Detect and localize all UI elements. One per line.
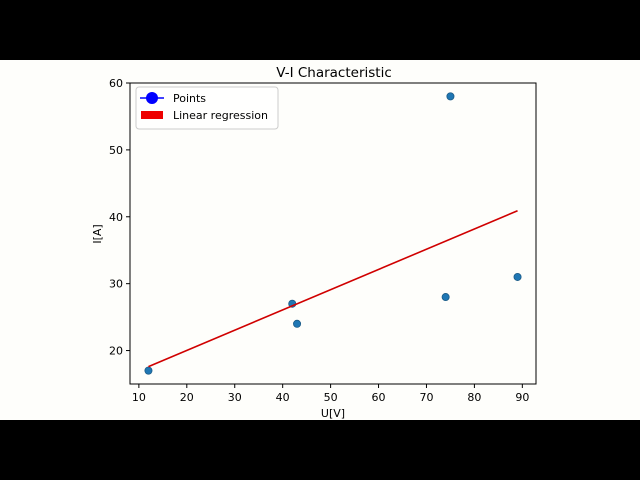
regression-line [148, 210, 518, 368]
y-tick-label: 40 [109, 211, 123, 224]
x-tick-label: 70 [419, 391, 433, 404]
y-tick-label: 50 [109, 144, 123, 157]
x-tick-label: 90 [515, 391, 529, 404]
data-point [513, 272, 522, 281]
data-point [446, 92, 455, 101]
y-tick-label: 60 [109, 77, 123, 90]
plot-area [129, 82, 537, 385]
letterbox-bottom [0, 420, 640, 480]
x-tick-label: 80 [467, 391, 481, 404]
chart: V-I Characteristic 10 20 30 40 50 60 70 80 90 20… [91, 65, 537, 420]
x-tick-label: 10 [132, 391, 146, 404]
x-tick-label: 40 [276, 391, 290, 404]
legend-points-label: Points [173, 92, 206, 105]
x-tick-label: 30 [228, 391, 242, 404]
x-axis: 10 20 30 40 50 60 70 80 90 [132, 384, 529, 404]
figure: V-I Characteristic 10 20 30 40 50 60 70 80 90 20… [0, 60, 640, 420]
y-tick-label: 20 [109, 345, 123, 358]
series-layer [144, 92, 522, 375]
chart-title: V-I Characteristic [276, 65, 392, 81]
y-tick-label: 30 [109, 278, 123, 291]
letterbox-top [0, 0, 640, 60]
x-tick-label: 60 [372, 391, 386, 404]
y-axis: 20 30 40 50 60 [109, 77, 130, 358]
data-point [441, 293, 450, 302]
legend: Points Linear regression [135, 86, 279, 130]
x-tick-label: 20 [180, 391, 194, 404]
data-point [144, 366, 153, 375]
legend-points-marker [146, 92, 158, 104]
legend-regression-label: Linear regression [173, 109, 268, 122]
data-point [293, 319, 302, 328]
legend-frame [135, 86, 279, 130]
legend-regression-patch [141, 111, 163, 119]
x-tick-label: 50 [324, 391, 338, 404]
y-axis-label: I[A] [91, 224, 104, 243]
x-axis-label: U[V] [321, 407, 345, 420]
